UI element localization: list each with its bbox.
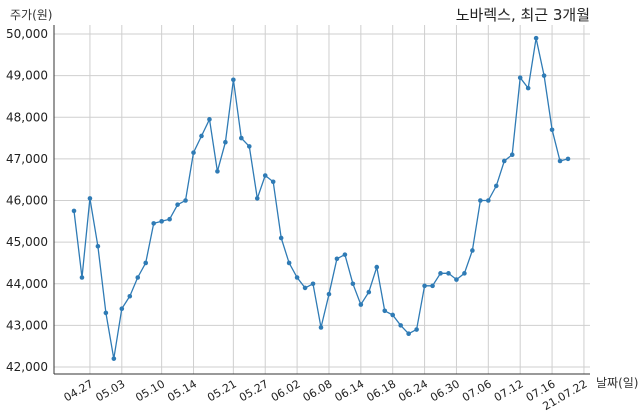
y-tick-label: 43,000	[6, 318, 48, 332]
data-point	[470, 248, 475, 253]
data-point	[414, 327, 419, 332]
data-point	[183, 198, 188, 203]
data-point	[215, 169, 220, 174]
y-tick-label: 44,000	[6, 277, 48, 291]
data-point	[318, 325, 324, 330]
data-point	[79, 275, 85, 280]
data-point	[517, 75, 523, 81]
data-point	[119, 306, 125, 312]
data-point	[302, 285, 308, 291]
data-point	[207, 117, 212, 122]
data-point	[430, 283, 435, 289]
data-point	[533, 35, 539, 41]
data-point	[151, 221, 156, 226]
data-point	[191, 150, 196, 155]
y-tick-label: 46,000	[6, 194, 48, 208]
data-point	[199, 133, 204, 139]
data-point	[501, 158, 507, 164]
x-tick-label: 06.08	[301, 377, 335, 404]
data-point	[159, 219, 164, 224]
data-point	[374, 264, 380, 270]
price-series-line	[73, 38, 569, 359]
data-point	[294, 275, 300, 280]
x-tick-label: 05.21	[205, 377, 239, 404]
data-point	[390, 312, 396, 318]
data-point	[454, 277, 459, 282]
data-point	[135, 275, 141, 280]
chart-title: 노바렉스, 최근 3개월	[455, 6, 590, 24]
x-tick-label: 05.10	[133, 377, 167, 404]
y-tick-label: 42,000	[6, 360, 48, 374]
data-point	[278, 235, 284, 241]
data-point	[111, 356, 117, 361]
data-point	[254, 196, 260, 201]
y-axis-label: 주가(원)	[10, 8, 53, 22]
x-tick-label: 06.14	[333, 377, 367, 404]
x-tick-label: 05.14	[165, 377, 199, 404]
data-point	[143, 260, 149, 266]
data-point	[478, 198, 483, 203]
data-point	[382, 308, 388, 314]
data-point	[438, 271, 443, 276]
data-point	[334, 256, 340, 262]
data-point	[350, 281, 356, 287]
x-tick-label: 06.18	[364, 377, 398, 404]
data-point	[422, 283, 427, 289]
data-point	[246, 144, 252, 149]
x-tick-label: 07.12	[492, 377, 526, 404]
data-point	[103, 310, 109, 316]
data-point	[310, 281, 316, 287]
y-tick-label: 48,000	[6, 110, 48, 124]
data-point	[326, 291, 332, 297]
data-point	[509, 152, 515, 158]
x-axis-label: 날짜(일)	[596, 376, 639, 390]
data-point	[446, 271, 451, 276]
data-point	[286, 260, 292, 266]
x-tick-label: 05.27	[237, 377, 271, 404]
x-tick-label: 07.06	[460, 377, 494, 404]
data-point	[486, 198, 491, 203]
data-point	[525, 85, 531, 91]
data-point	[231, 77, 236, 83]
data-point	[95, 243, 101, 249]
data-point	[493, 183, 499, 189]
data-point	[366, 289, 372, 295]
y-tick-label: 47,000	[6, 152, 48, 166]
x-tick-label: 04.27	[62, 377, 96, 404]
data-point	[557, 158, 563, 164]
data-point	[167, 216, 172, 222]
data-point	[541, 73, 547, 78]
data-point	[398, 323, 403, 328]
data-point	[127, 293, 133, 299]
data-point	[175, 202, 180, 207]
data-point	[223, 139, 228, 145]
y-tick-label: 45,000	[6, 235, 48, 249]
x-tick-label: 06.24	[396, 377, 430, 404]
data-point	[270, 179, 276, 185]
data-point	[87, 196, 93, 201]
x-tick-label: 06.30	[428, 377, 462, 404]
data-point	[549, 127, 555, 133]
data-point	[462, 271, 467, 276]
data-point	[262, 173, 268, 178]
data-point	[565, 156, 571, 162]
x-tick-label: 05.03	[94, 377, 128, 404]
data-point	[239, 135, 244, 141]
data-point	[71, 208, 77, 214]
data-point	[342, 252, 348, 257]
data-point	[406, 331, 411, 337]
x-tick-label: 06.02	[269, 377, 303, 404]
data-point	[358, 302, 364, 307]
y-tick-label: 49,000	[6, 69, 48, 83]
y-tick-label: 50,000	[6, 27, 48, 41]
